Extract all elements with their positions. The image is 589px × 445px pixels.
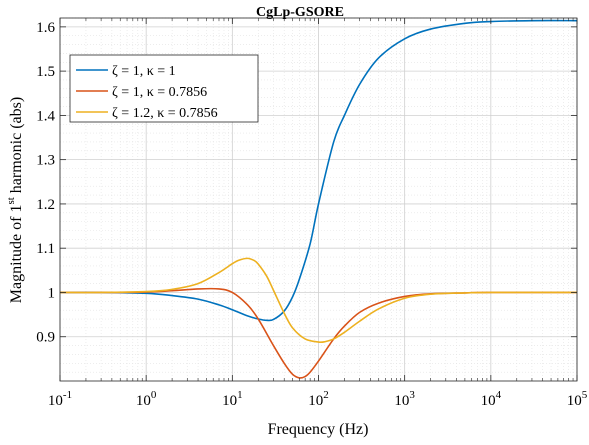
x-tick-label: 103 xyxy=(394,389,415,409)
y-tick-label: 1 xyxy=(48,285,56,301)
x-tick-base: 10 xyxy=(48,393,63,409)
x-tick-exponent: 3 xyxy=(409,389,415,401)
chart-title: CgLp-GSORE xyxy=(256,5,344,20)
x-tick-label: 10-1 xyxy=(48,389,72,409)
x-tick-exponent: 2 xyxy=(323,389,329,401)
x-tick-exponent: 5 xyxy=(582,389,588,401)
x-tick-base: 10 xyxy=(308,393,323,409)
x-tick-label: 100 xyxy=(136,389,157,409)
x-tick-base: 10 xyxy=(394,393,409,409)
x-tick-base: 10 xyxy=(136,393,151,409)
x-tick-exponent: 4 xyxy=(496,389,502,401)
series-line-2 xyxy=(59,287,578,379)
ticks-layer xyxy=(59,18,578,381)
y-tick-label: 1.5 xyxy=(36,64,55,80)
y-tick-label: 0.9 xyxy=(36,330,55,346)
x-tick-exponent: 1 xyxy=(237,389,243,401)
x-tick-labels: 10-1 100 101 102 103 104 105 xyxy=(48,389,588,409)
y-axis-label: Magnitude of 1st harmonic (abs) xyxy=(5,97,25,303)
y-tick-label: 1.6 xyxy=(36,20,55,36)
x-axis-label: Frequency (Hz) xyxy=(268,421,369,438)
x-tick-exponent: 0 xyxy=(151,389,157,401)
y-tick-label: 1.1 xyxy=(36,241,55,257)
series-line-3 xyxy=(59,257,578,344)
y-tick-labels: 0.9 1 1.1 1.2 1.3 1.4 1.5 1.6 xyxy=(36,20,55,346)
x-tick-label: 101 xyxy=(222,389,243,409)
x-tick-label: 105 xyxy=(567,389,588,409)
x-tick-base: 10 xyxy=(222,393,237,409)
y-axis-label-sup: st xyxy=(5,197,17,204)
y-axis-label-main: Magnitude of 1 xyxy=(8,205,25,304)
y-tick-label: 1.3 xyxy=(36,153,55,169)
x-tick-base: 10 xyxy=(481,393,496,409)
x-tick-label: 104 xyxy=(481,389,502,409)
y-tick-label: 1.2 xyxy=(36,197,55,213)
series-layer xyxy=(59,19,578,379)
x-tick-exponent: -1 xyxy=(63,389,72,401)
y-axis-label-rest: harmonic (abs) xyxy=(8,97,25,197)
x-tick-label: 102 xyxy=(308,389,329,409)
y-tick-label: 1.4 xyxy=(36,108,55,124)
legend: ζ = 1, κ = 1 ζ = 1, κ = 0.7856 ζ = 1.2, κ … xyxy=(69,54,259,123)
legend-box xyxy=(69,54,259,123)
series-line-1 xyxy=(59,19,578,322)
legend-label-2: ζ = 1, κ = 0.7856 xyxy=(112,85,207,100)
legend-label-3: ζ = 1.2, κ = 0.7856 xyxy=(112,106,218,121)
legend-label-1: ζ = 1, κ = 1 xyxy=(112,64,176,79)
x-tick-base: 10 xyxy=(567,393,582,409)
